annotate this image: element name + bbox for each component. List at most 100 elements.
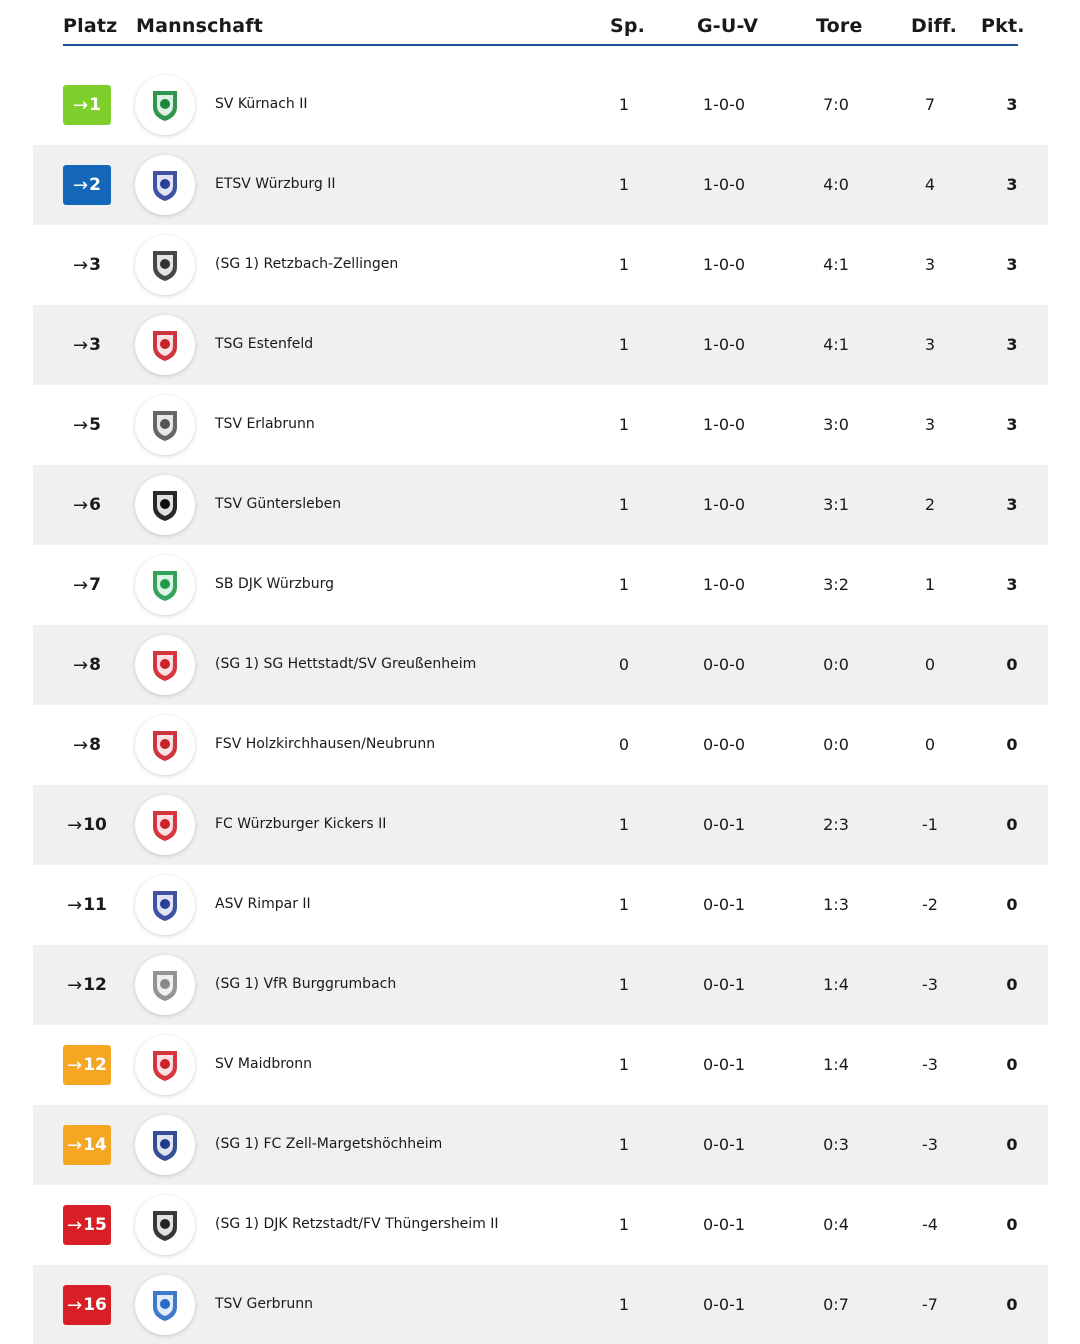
goal-difference: 7: [924, 95, 936, 114]
points: 0: [1006, 975, 1018, 994]
table-row[interactable]: → 5 TSV Erlabrunn 1 1-0-0 3:0 3 3: [33, 385, 1048, 465]
table-row[interactable]: → 16 TSV Gerbrunn 1 0-0-1 0:7 -7 0: [33, 1265, 1048, 1344]
points: 3: [1006, 95, 1018, 114]
points: 3: [1006, 575, 1018, 594]
crest-shape: [153, 331, 177, 361]
table-row[interactable]: → 8 FSV Holzkirchhausen/Neubrunn 0 0-0-0 0:0 0…: [33, 705, 1048, 785]
standings-table: → 1 SV Kürnach II 1 1-0-0 7:0 7 3 → 2 ETSV Würzbur…: [33, 65, 1048, 1344]
team-name[interactable]: SV Maidbronn: [215, 1056, 312, 1072]
table-row[interactable]: → 2 ETSV Würzburg II 1 1-0-0 4:0 4 3: [33, 145, 1048, 225]
sg-hettstadt-crest-icon[interactable]: [135, 635, 195, 695]
table-row[interactable]: → 12 (SG 1) VfR Burggrumbach 1 0-0-1 1:4 -3 0: [33, 945, 1048, 1025]
table-row[interactable]: → 10 FC Würzburger Kickers II 1 0-0-1 2:3 -1 0: [33, 785, 1048, 865]
team-name[interactable]: ASV Rimpar II: [215, 896, 311, 912]
win-draw-loss: 0-0-1: [702, 895, 746, 914]
trend-arrow-icon: →: [67, 1294, 83, 1316]
rank-badge: → 2: [63, 165, 111, 205]
rank-number: 6: [89, 495, 101, 515]
team-name[interactable]: (SG 1) SG Hettstadt/SV Greußenheim: [215, 656, 477, 672]
sv-maidbronn-crest-icon[interactable]: [135, 1035, 195, 1095]
table-row[interactable]: → 14 (SG 1) FC Zell-Margetshöchheim 1 0-0-1 0…: [33, 1105, 1048, 1185]
sv-kuernach-crest-icon[interactable]: [135, 75, 195, 135]
vfr-burggrumbach-crest-icon[interactable]: [135, 955, 195, 1015]
team-name[interactable]: TSG Estenfeld: [215, 336, 314, 352]
win-draw-loss: 0-0-1: [702, 815, 746, 834]
fc-zell-crest-icon[interactable]: [135, 1115, 195, 1175]
rank-number: 16: [83, 1295, 107, 1315]
fc-wuerzburger-kickers-crest-icon[interactable]: [135, 795, 195, 855]
crest-shape: [153, 811, 177, 841]
trend-arrow-icon: →: [67, 894, 83, 916]
games-played: 1: [618, 95, 630, 114]
goals: 4:1: [823, 255, 849, 274]
header-pkt[interactable]: Pkt.: [981, 15, 1025, 37]
team-name[interactable]: (SG 1) DJK Retzstadt/FV Thüngersheim II: [215, 1216, 499, 1232]
table-row[interactable]: → 12 SV Maidbronn 1 0-0-1 1:4 -3 0: [33, 1025, 1048, 1105]
team-name[interactable]: SB DJK Würzburg: [215, 576, 334, 592]
team-name[interactable]: TSV Güntersleben: [215, 496, 342, 512]
header-tore[interactable]: Tore: [816, 15, 863, 37]
goal-difference: -7: [922, 1295, 938, 1314]
header-mannschaft[interactable]: Mannschaft: [136, 15, 264, 37]
tsv-guentersleben-crest-icon[interactable]: [135, 475, 195, 535]
rank-number: 7: [89, 575, 101, 595]
goal-difference: 0: [924, 735, 936, 754]
fsv-holzkirchhausen-crest-icon[interactable]: [135, 715, 195, 775]
goals: 1:4: [823, 975, 849, 994]
table-row[interactable]: → 3 TSG Estenfeld 1 1-0-0 4:1 3 3: [33, 305, 1048, 385]
win-draw-loss: 1-0-0: [702, 335, 746, 354]
team-name[interactable]: SV Kürnach II: [215, 96, 308, 112]
points: 0: [1006, 1055, 1018, 1074]
points: 0: [1006, 815, 1018, 834]
goal-difference: -2: [922, 895, 938, 914]
games-played: 0: [618, 735, 630, 754]
header-diff[interactable]: Diff.: [911, 15, 957, 37]
crest-shape: [153, 891, 177, 921]
rank-number: 8: [89, 735, 101, 755]
header-sp[interactable]: Sp.: [610, 15, 646, 37]
win-draw-loss: 1-0-0: [702, 575, 746, 594]
games-played: 1: [618, 175, 630, 194]
djk-retzstadt-crest-icon[interactable]: [135, 1195, 195, 1255]
trend-arrow-icon: →: [73, 654, 89, 676]
table-row[interactable]: → 7 SB DJK Würzburg 1 1-0-0 3:2 1 3: [33, 545, 1048, 625]
team-name[interactable]: FSV Holzkirchhausen/Neubrunn: [215, 736, 436, 752]
rank-number: 10: [83, 815, 107, 835]
team-name[interactable]: ETSV Würzburg II: [215, 176, 336, 192]
table-row[interactable]: → 15 (SG 1) DJK Retzstadt/FV Thüngersheim …: [33, 1185, 1048, 1265]
team-name[interactable]: FC Würzburger Kickers II: [215, 816, 387, 832]
team-name[interactable]: (SG 1) Retzbach-Zellingen: [215, 256, 399, 272]
etsv-wuerzburg-crest-icon[interactable]: [135, 155, 195, 215]
goals: 0:0: [823, 735, 849, 754]
tsv-erlabrunn-crest-icon[interactable]: [135, 395, 195, 455]
games-played: 1: [618, 975, 630, 994]
games-played: 1: [618, 1135, 630, 1154]
win-draw-loss: 1-0-0: [702, 415, 746, 434]
tsg-estenfeld-crest-icon[interactable]: [135, 315, 195, 375]
team-name[interactable]: (SG 1) FC Zell-Margetshöchheim: [215, 1136, 443, 1152]
table-row[interactable]: → 8 (SG 1) SG Hettstadt/SV Greußenheim 0 0-0…: [33, 625, 1048, 705]
points: 0: [1006, 895, 1018, 914]
points: 3: [1006, 495, 1018, 514]
asv-rimpar-crest-icon[interactable]: [135, 875, 195, 935]
team-name[interactable]: (SG 1) VfR Burggrumbach: [215, 976, 397, 992]
team-name[interactable]: TSV Gerbrunn: [215, 1296, 313, 1312]
trend-arrow-icon: →: [73, 414, 89, 436]
table-row[interactable]: → 1 SV Kürnach II 1 1-0-0 7:0 7 3: [33, 65, 1048, 145]
points: 3: [1006, 415, 1018, 434]
points: 3: [1006, 255, 1018, 274]
table-row[interactable]: → 6 TSV Güntersleben 1 1-0-0 3:1 2 3: [33, 465, 1048, 545]
tsv-gerbrunn-crest-icon[interactable]: [135, 1275, 195, 1335]
header-platz[interactable]: Platz: [63, 15, 118, 37]
table-row[interactable]: → 3 (SG 1) Retzbach-Zellingen 1 1-0-0 4:1 3 3: [33, 225, 1048, 305]
table-row[interactable]: → 11 ASV Rimpar II 1 0-0-1 1:3 -2 0: [33, 865, 1048, 945]
retzbach-crest-icon[interactable]: [135, 235, 195, 295]
games-played: 1: [618, 1055, 630, 1074]
goals: 7:0: [823, 95, 849, 114]
header-guv[interactable]: G-U-V: [697, 15, 759, 37]
points: 3: [1006, 335, 1018, 354]
rank-badge: → 5: [63, 405, 111, 445]
rank-number: 12: [83, 975, 107, 995]
team-name[interactable]: TSV Erlabrunn: [215, 416, 315, 432]
sb-djk-wuerzburg-crest-icon[interactable]: [135, 555, 195, 615]
